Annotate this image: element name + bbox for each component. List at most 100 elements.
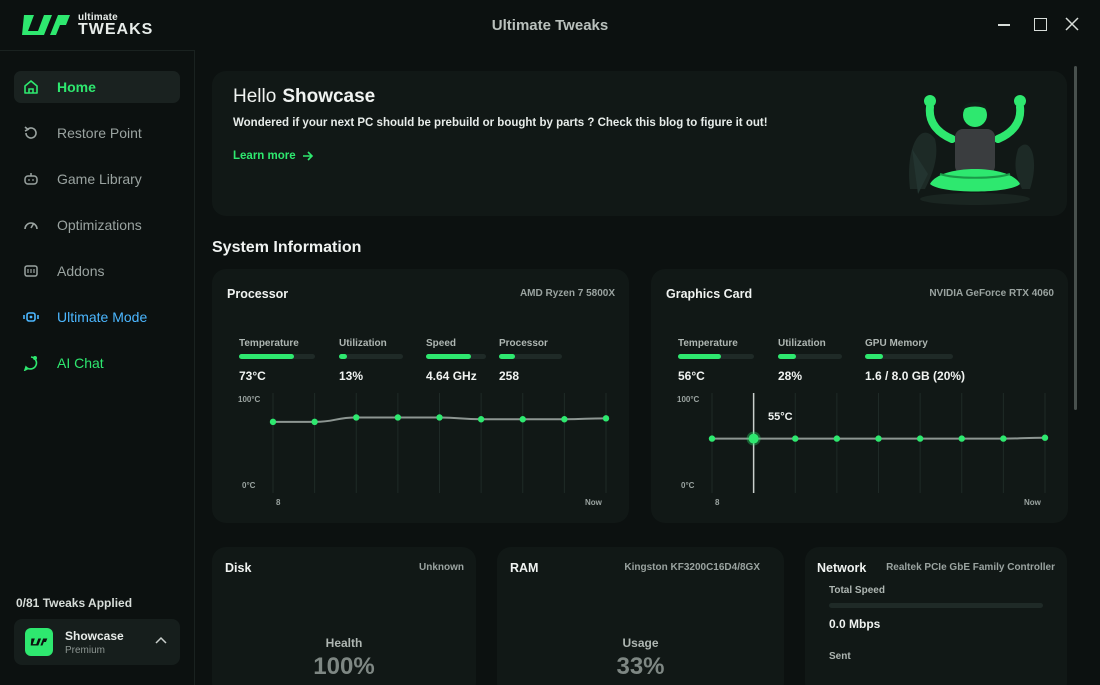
ai-chat-icon: [22, 354, 40, 372]
disk-title: Disk: [225, 561, 252, 575]
metric-bar: [778, 354, 842, 359]
sidebar-item-ai-chat[interactable]: AI Chat: [14, 347, 180, 379]
chart-tooltip: 55°C: [768, 411, 793, 423]
home-icon: [22, 78, 40, 96]
user-name: Showcase: [65, 628, 124, 643]
y-axis-top-label: 100°C: [238, 395, 261, 404]
data-point[interactable]: [477, 416, 485, 423]
network-total-value: 0.0 Mbps: [829, 617, 881, 631]
data-point[interactable]: [269, 418, 277, 426]
sidebar-item-optimizations[interactable]: Optimizations: [14, 209, 180, 241]
y-axis-bottom-label: 0°C: [242, 481, 256, 490]
data-point[interactable]: [792, 435, 799, 442]
cpu-temperature-chart[interactable]: [267, 393, 612, 493]
gpu-utilization-metric: Utilization 28%: [778, 338, 842, 383]
close-button[interactable]: [1062, 14, 1082, 34]
metric-label: Processor: [499, 338, 548, 349]
welcome-banner: Hello Showcase Wondered if your next PC s…: [212, 71, 1067, 216]
metric-value: 4.64 GHz: [426, 369, 477, 383]
metric-label: Utilization: [778, 338, 826, 349]
learn-more-label: Learn more: [233, 150, 296, 162]
metric-bar-fill: [865, 354, 883, 359]
minimize-button[interactable]: [994, 14, 1014, 34]
sidebar-item-home[interactable]: Home: [14, 71, 180, 103]
user-plan: Premium: [65, 644, 106, 656]
hero-description: Wondered if your next PC should be prebu…: [233, 117, 768, 129]
metric-label: Temperature: [239, 338, 299, 349]
sidebar-item-label: Home: [57, 79, 96, 95]
metric-label: Speed: [426, 338, 457, 349]
y-axis-top-label: 100°C: [677, 395, 700, 404]
meditating-person-illustration: [909, 95, 1035, 205]
user-card[interactable]: Showcase Premium: [14, 619, 180, 665]
sidebar-item-game-library[interactable]: Game Library: [14, 163, 180, 195]
disk-card: Disk Unknown Health 100%: [212, 547, 476, 685]
hero-username: Showcase: [282, 86, 376, 107]
data-point[interactable]: [708, 435, 716, 442]
close-icon: [1065, 17, 1079, 31]
network-total-label: Total Speed: [829, 585, 885, 596]
data-point[interactable]: [519, 416, 526, 423]
data-point[interactable]: [833, 435, 841, 442]
metric-value: 1.6 / 8.0 GB (20%): [865, 369, 966, 383]
network-title: Network: [817, 561, 867, 575]
x-axis-start-label: 8: [715, 498, 720, 507]
restore-icon: [22, 124, 40, 142]
cpu-processes-metric: Processor 258: [499, 338, 562, 383]
main-scrollbar[interactable]: [1074, 66, 1077, 410]
metric-bar: [339, 354, 403, 359]
data-point[interactable]: [746, 431, 761, 446]
data-point[interactable]: [958, 435, 965, 442]
data-point[interactable]: [311, 418, 318, 426]
disk-health-value: 100%: [313, 653, 375, 680]
metric-bar: [499, 354, 562, 359]
logo-text-small: ultimate: [78, 11, 118, 23]
data-point[interactable]: [353, 414, 360, 421]
data-point[interactable]: [602, 415, 610, 422]
ram-card: RAM Kingston KF3200C16D4/8GX Usage 33%: [497, 547, 784, 685]
logo-mark-icon: [30, 638, 48, 646]
sidebar-item-addons[interactable]: Addons: [14, 255, 180, 287]
learn-more-link[interactable]: Learn more: [233, 150, 314, 162]
data-point[interactable]: [1000, 435, 1007, 442]
gamepad-icon: [22, 170, 40, 188]
metric-bar-fill: [778, 354, 796, 359]
metric-bar-fill: [678, 354, 721, 359]
sidebar-item-restore-point[interactable]: Restore Point: [14, 117, 180, 149]
hero-title: Hello Showcase: [233, 86, 375, 108]
sidebar-item-label: Ultimate Mode: [57, 309, 148, 325]
metric-bar: [239, 354, 315, 359]
network-model: Realtek PCIe GbE Family Controller: [886, 562, 1055, 573]
ram-title: RAM: [510, 561, 539, 575]
sidebar-item-label: Addons: [57, 263, 105, 279]
y-axis-bottom-label: 0°C: [681, 481, 695, 490]
gpu-temperature-chart[interactable]: [706, 393, 1051, 493]
sidebar-item-ultimate-mode[interactable]: Ultimate Mode: [14, 301, 180, 333]
arrow-right-icon: [302, 151, 313, 161]
data-point[interactable]: [561, 416, 568, 423]
window-title: Ultimate Tweaks: [491, 17, 609, 34]
data-point[interactable]: [394, 414, 402, 421]
disk-health-label: Health: [325, 636, 363, 650]
tweaks-applied-count: 0/81 Tweaks Applied: [16, 596, 133, 610]
ram-usage-label: Usage: [622, 636, 659, 650]
data-point[interactable]: [875, 435, 882, 442]
cpu-temperature-metric: Temperature 73°C: [239, 338, 315, 383]
ram-model: Kingston KF3200C16D4/8GX: [624, 562, 760, 573]
metric-bar-fill: [499, 354, 515, 359]
maximize-button[interactable]: [1030, 14, 1050, 34]
cpu-utilization-metric: Utilization 13%: [339, 338, 403, 383]
network-sent-label: Sent: [829, 651, 851, 662]
logo-text-big: TWEAKS: [78, 20, 154, 38]
metric-bar: [678, 354, 754, 359]
chevron-up-icon[interactable]: [154, 634, 168, 648]
processor-model: AMD Ryzen 7 5800X: [519, 288, 615, 299]
hero-greeting: Hello: [233, 86, 277, 107]
x-axis-end-label: Now: [585, 498, 602, 507]
metric-label: Utilization: [339, 338, 387, 349]
gauge-icon: [22, 216, 40, 234]
avatar: [25, 628, 53, 656]
data-point[interactable]: [436, 414, 443, 421]
data-point[interactable]: [916, 435, 924, 442]
data-point[interactable]: [1041, 434, 1049, 441]
